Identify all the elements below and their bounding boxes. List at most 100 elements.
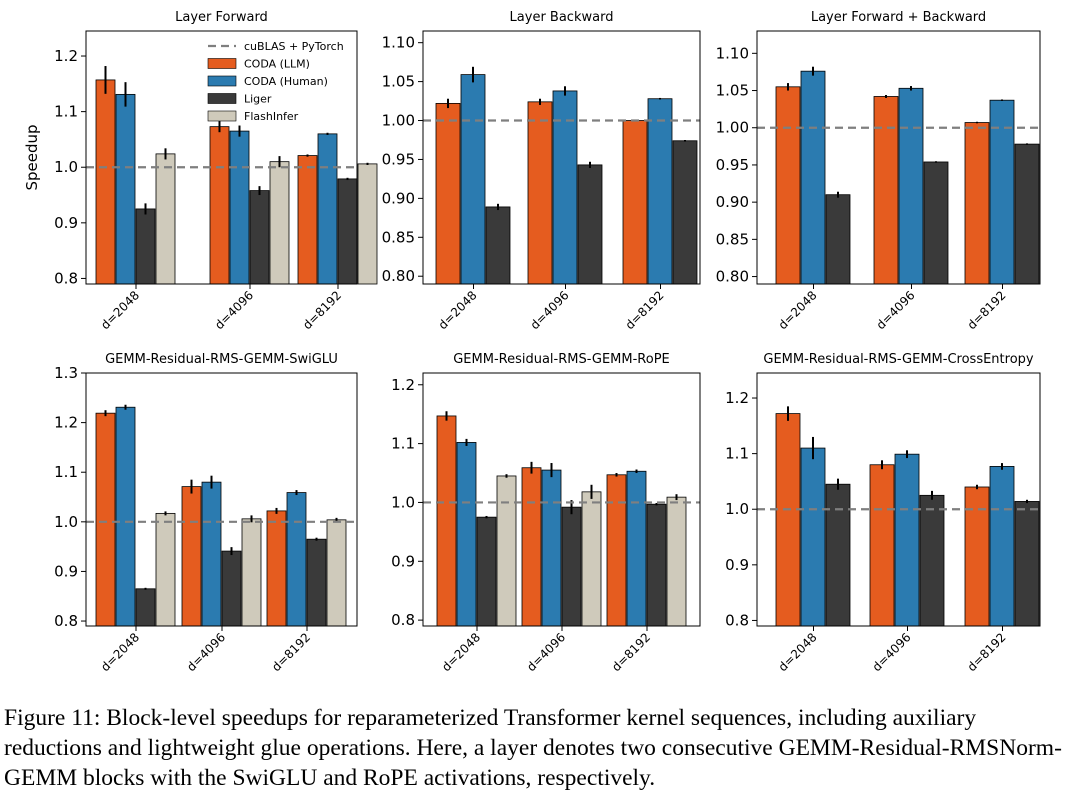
bar-coda-llm- <box>209 126 230 285</box>
legend-swatch <box>207 93 237 104</box>
chart-panel-1: Layer Forward Speedup 0.8 0.9 1.0 1.1 1.2 d=204… <box>23 10 378 332</box>
bar-coda-human- <box>456 442 477 627</box>
bar-coda-human- <box>989 466 1015 627</box>
bar-flashinfer <box>357 163 378 285</box>
y-tick-label: 1.0 <box>391 493 415 511</box>
x-tick-label: d=4096 <box>212 288 256 332</box>
x-tick-label: d=2048 <box>776 288 820 332</box>
bar-coda-llm- <box>181 486 202 627</box>
bar-coda-human- <box>229 130 250 285</box>
y-tick-label: 1.1 <box>391 435 415 453</box>
bar-liger <box>485 206 511 285</box>
x-tick-label: d=2048 <box>776 630 820 674</box>
y-tick-label: 1.1 <box>54 463 78 481</box>
x-tick-label: d=2048 <box>98 630 142 674</box>
bar-coda-human- <box>317 133 338 285</box>
x-tick-label: d=2048 <box>436 288 480 332</box>
bar-liger <box>221 550 242 627</box>
bar-coda-llm- <box>297 155 318 285</box>
y-tick-label: 1.05 <box>716 82 749 100</box>
bar-coda-llm- <box>521 467 542 627</box>
y-tick-label: 0.95 <box>716 156 749 174</box>
legend-label: Liger <box>244 93 272 106</box>
chart-title: GEMM-Residual-RMS-GEMM-SwiGLU <box>105 352 338 367</box>
figure-caption: Figure 11: Block-level speedups for repa… <box>4 705 1062 791</box>
y-tick-label: 1.2 <box>54 47 78 65</box>
legend: cuBLAS + PyTorch CODA (LLM) CODA (Human) Li… <box>207 40 344 123</box>
figure-grid: Layer Forward Speedup 0.8 0.9 1.0 1.1 1.2 d=204… <box>23 10 1041 674</box>
chart-panel-6: GEMM-Residual-RMS-GEMM-CrossEntropy 0.8 0.… <box>725 352 1041 674</box>
bar-liger <box>646 503 667 627</box>
bar-liger <box>825 194 851 285</box>
x-tick-label: d=4096 <box>528 288 572 332</box>
bar-coda-llm- <box>775 86 801 285</box>
x-tick-label: d=2048 <box>98 288 142 332</box>
chart-panel-5: GEMM-Residual-RMS-GEMM-RoPE 0.8 0.9 1.0 1.1 1… <box>391 352 701 674</box>
plot-frame <box>85 30 358 285</box>
x-tick-label: d=4096 <box>874 288 918 332</box>
plot-frame <box>756 372 1041 627</box>
bar-coda-llm- <box>964 122 990 285</box>
y-tick-label: 0.80 <box>716 268 749 286</box>
bar-liger <box>577 164 603 285</box>
bar-coda-human- <box>800 447 826 627</box>
bar-coda-human- <box>898 87 924 285</box>
y-tick-label: 0.95 <box>382 150 415 168</box>
y-tick-label: 0.8 <box>54 269 78 287</box>
bar-liger <box>923 161 949 285</box>
bar-coda-human- <box>286 492 307 627</box>
plot-frame <box>756 30 1041 285</box>
x-tick-label: d=8192 <box>269 630 313 674</box>
y-tick-label: 1.00 <box>382 112 415 130</box>
bar-coda-human- <box>647 98 673 285</box>
y-tick-label: 1.3 <box>54 364 78 382</box>
legend-label: FlashInfer <box>244 110 299 123</box>
y-tick-label: 1.1 <box>725 445 749 463</box>
bar-coda-llm- <box>873 96 899 285</box>
y-tick-label: 1.05 <box>382 73 415 91</box>
bar-liger <box>135 588 156 627</box>
bar-coda-human- <box>460 74 486 285</box>
x-tick-label: d=8192 <box>623 288 667 332</box>
bar-liger <box>337 178 358 285</box>
y-tick-label: 1.0 <box>54 513 78 531</box>
legend-swatch <box>207 110 237 122</box>
bar-coda-llm- <box>95 412 116 627</box>
x-tick-label: d=2048 <box>439 630 483 674</box>
y-tick-label: 0.90 <box>382 189 415 207</box>
legend-label: CODA (LLM) <box>244 58 310 71</box>
bar-flashinfer <box>326 519 347 627</box>
legend-label: CODA (Human) <box>244 75 328 88</box>
y-tick-label: 0.90 <box>716 193 749 211</box>
y-tick-label: 1.00 <box>716 119 749 137</box>
bar-liger <box>306 538 327 627</box>
y-tick-label: 1.1 <box>54 103 78 121</box>
bar-coda-llm- <box>436 415 457 627</box>
y-tick-label: 0.8 <box>725 611 749 629</box>
bar-coda-human- <box>894 453 920 627</box>
bar-coda-llm- <box>606 474 627 627</box>
legend-swatch <box>207 58 237 69</box>
chart-title: GEMM-Residual-RMS-GEMM-CrossEntropy <box>763 352 1034 367</box>
bar-flashinfer <box>666 496 687 627</box>
legend-label: cuBLAS + PyTorch <box>244 40 344 53</box>
bar-flashinfer <box>155 153 176 285</box>
y-tick-label: 1.0 <box>54 158 78 176</box>
bar-liger <box>672 140 698 285</box>
y-tick-label: 1.10 <box>382 34 415 52</box>
bar-liger <box>1014 501 1040 627</box>
bar-coda-llm- <box>622 120 648 285</box>
bar-flashinfer <box>496 475 517 627</box>
bar-liger <box>919 494 945 627</box>
plot-frame <box>422 30 701 285</box>
y-tick-label: 0.9 <box>391 552 415 570</box>
bar-coda-human- <box>115 93 136 285</box>
legend-swatch <box>207 75 237 87</box>
y-tick-label: 0.85 <box>382 228 415 246</box>
y-tick-label: 1.2 <box>54 414 78 432</box>
y-tick-label: 0.85 <box>716 230 749 248</box>
bar-flashinfer <box>581 491 602 627</box>
chart-panel-3: Layer Forward + Backward 0.80 0.85 0.90 0.95… <box>716 10 1041 332</box>
y-tick-label: 0.80 <box>382 267 415 285</box>
bar-coda-llm- <box>527 101 553 285</box>
